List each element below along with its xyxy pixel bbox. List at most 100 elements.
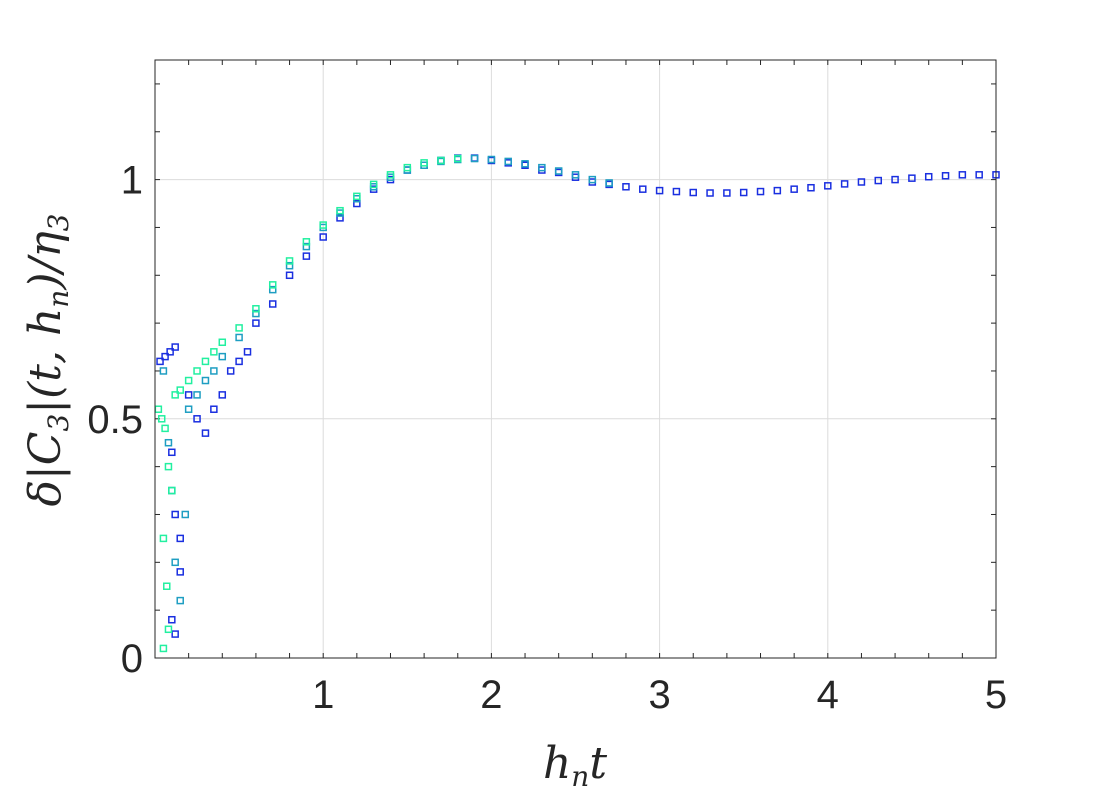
data-point [193,391,201,399]
data-point [201,357,210,366]
data-point [252,319,260,327]
data-point [156,357,164,366]
data-point [268,300,277,308]
data-point [210,405,218,413]
data-point [181,510,190,519]
data-point [588,175,597,184]
plot-frame [154,59,997,659]
data-point [171,558,179,567]
data-point [857,178,866,186]
data-point [159,534,168,543]
data-point [235,324,243,332]
data-point [164,462,173,471]
x-tick-label: 4 [817,673,839,717]
data-point [164,625,173,634]
x-tick-labels: 1 2 3 4 5 [312,673,1007,717]
data-point [176,534,184,543]
plot-area [155,60,996,658]
data-point [171,510,179,519]
data-point [163,582,171,590]
data-point [210,348,218,356]
y-axis-label: δ|C3|(t, hn)/η3 [20,213,75,506]
data-point [403,163,412,172]
data-point [538,163,546,172]
data-point [622,183,630,191]
data-point [235,333,243,342]
data-point [807,183,815,192]
data-point [201,429,210,437]
data-point [168,448,176,457]
data-point [369,180,378,189]
y-tick-label: 0.5 [87,398,143,442]
data-point [723,189,731,197]
data-point [874,176,883,185]
data-point [285,261,294,270]
data-point [184,376,193,385]
data-point [336,206,344,215]
data-point [672,187,681,196]
data-point [218,338,227,347]
x-tick-label: 2 [480,673,502,717]
data-point [285,257,294,265]
data-point [958,171,967,179]
minor-ticks [155,60,996,658]
data-point [159,644,168,653]
data-point [285,271,294,280]
data-point [193,367,201,375]
data-point [319,221,327,229]
data-point [706,189,714,197]
data-point [454,154,462,163]
data-point [319,233,327,241]
data-point [184,391,193,399]
data-point [226,367,235,375]
data-point [756,187,765,196]
data-point [302,252,311,260]
x-axis-label: hnt [543,738,607,793]
data-point [164,438,173,447]
y-tick-labels: 00.51 [87,159,143,681]
data-point [252,305,260,313]
data-point [571,171,580,179]
data-point [941,172,950,180]
x-tick-label: 3 [648,673,670,717]
data-point [268,281,277,289]
data-point [554,167,563,175]
data-point [159,367,168,375]
data-point [487,155,496,164]
data-point [437,156,445,165]
data-point [689,188,697,197]
data-point [924,172,933,181]
data-point [470,154,479,163]
data-point [891,175,899,184]
data-point [739,188,748,197]
data-point [353,192,361,201]
data-point [161,352,169,361]
data-point [824,182,832,190]
data-point [171,343,179,351]
data-point [268,285,277,294]
data-point [336,214,344,222]
data-point [168,615,176,624]
data-point [605,179,613,187]
x-tick-label: 1 [312,673,334,717]
data-point [176,386,184,394]
data-point [168,486,176,495]
data-point [302,238,311,246]
data-point [504,157,512,166]
data-point [840,180,849,188]
data-point [218,391,227,399]
data-point [639,185,647,193]
x-tick-label: 5 [985,673,1007,717]
data-point [157,415,166,423]
data-point [386,171,395,179]
data-point [353,199,361,208]
data-point [176,568,184,576]
data-point [171,630,179,638]
data-point [773,186,782,195]
data-point [201,376,210,385]
data-point [161,424,169,433]
data-point [193,415,201,423]
data-point [655,186,664,195]
data-point [166,348,174,356]
data-point [302,242,311,251]
